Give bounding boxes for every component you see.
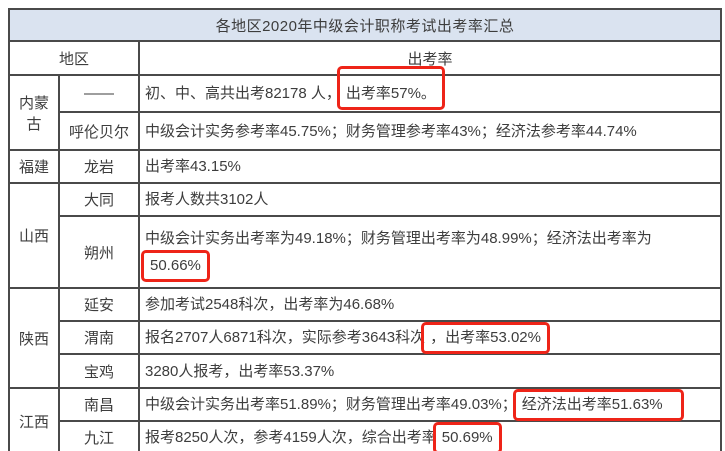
rate-cell: 参加考试2548科次，出考率为46.68% xyxy=(137,287,723,322)
province-cell: 内蒙古 xyxy=(8,74,60,151)
city-cell: 呼伦贝尔 xyxy=(58,111,140,151)
table-row: 呼伦贝尔 中级会计实务参考率45.75%；财务管理参考率43%；经济法参考率44.… xyxy=(9,111,723,151)
city-cell: 大同 xyxy=(58,182,140,217)
rate-cell: 报名2707人6871科次，实际参考3643科次 ，出考率53.02% xyxy=(137,320,723,355)
table-row: 山西 大同 报考人数共3102人 xyxy=(8,182,723,289)
col-header-rate: 出考率 xyxy=(137,40,723,76)
rate-text: 报考8250人次，参考4159人次，综合出考率 xyxy=(145,429,437,446)
table-row: 九江 报考8250人次，参考4159人次，综合出考率 50.69% xyxy=(9,420,723,451)
rate-text: 参加考试2548科次，出考率为46.68% xyxy=(145,296,395,313)
rate-text: 报名2707人6871科次，实际参考3643科次 xyxy=(145,329,426,346)
rate-text: 初、中、高共出考82178 人， xyxy=(145,85,341,102)
rate-cell: 报考8250人次，参考4159人次，综合出考率 50.69% xyxy=(137,420,723,451)
highlight-box: 经济法出考率51.63% xyxy=(512,389,684,421)
highlight-box: ，出考率53.02% xyxy=(421,322,550,354)
city-cell: —— xyxy=(58,74,140,113)
province-cell: 江西 xyxy=(8,387,60,451)
rate-cell: 中级会计实务参考率45.75%；财务管理参考率43%；经济法参考率44.74% xyxy=(137,111,723,151)
highlight-box: 出考率57%。 xyxy=(336,66,445,110)
table-row: 内蒙古 —— 初、中、高共出考82178 人， 出考率57%。 xyxy=(8,66,723,151)
table-row: 宝鸡 3280人报考，出考率53.37% xyxy=(9,353,723,389)
rate-text: 出考率43.15% xyxy=(145,158,241,175)
table-title: 各地区2020年中级会计职称考试出考率汇总 xyxy=(7,8,723,42)
rate-cell: 中级会计实务出考率51.89%；财务管理出考率49.03%； 经济法出考率51.6… xyxy=(137,387,723,422)
rate-table: 各地区2020年中级会计职称考试出考率汇总 地区 出考率 内蒙古 —— 初、中、高共… xyxy=(7,8,723,451)
rate-text: 中级会计实务出考率51.89%；财务管理出考率49.03%； xyxy=(145,396,517,413)
highlight-box: 50.69% xyxy=(432,422,502,451)
rate-text: 报考人数共3102人 xyxy=(145,191,269,208)
rate-cell: 中级会计实务出考率为49.18%；财务管理出考率为48.99%；经济法出考率为 5… xyxy=(137,215,723,289)
rate-cell: 初、中、高共出考82178 人， 出考率57%。 xyxy=(137,66,723,113)
table-body: 内蒙古 —— 初、中、高共出考82178 人， 出考率57%。 呼伦贝尔 中级会计实务参考… xyxy=(8,66,723,451)
rate-cell: 出考率43.15% xyxy=(137,149,723,184)
city-cell: 延安 xyxy=(58,287,140,322)
province-cell: 陕西 xyxy=(8,287,60,389)
rate-cell: 3280人报考，出考率53.37% xyxy=(137,353,723,389)
table-row: 朔州 中级会计实务出考率为49.18%；财务管理出考率为48.99%；经济法出考率… xyxy=(9,215,723,289)
province-cell: 福建 xyxy=(8,149,60,184)
highlight-box: 50.66% xyxy=(141,250,210,282)
city-cell: 龙岩 xyxy=(58,149,140,184)
province-cell: 山西 xyxy=(8,182,60,289)
city-cell: 九江 xyxy=(58,420,140,451)
title-row: 各地区2020年中级会计职称考试出考率汇总 xyxy=(7,8,723,42)
table-row: 渭南 报名2707人6871科次，实际参考3643科次 ，出考率53.02% xyxy=(9,320,723,355)
city-cell: 南昌 xyxy=(58,387,140,422)
city-cell: 宝鸡 xyxy=(58,353,140,389)
rate-cell: 报考人数共3102人 xyxy=(137,182,723,217)
table-row: 江西 南昌 中级会计实务出考率51.89%；财务管理出考率49.03%； 经济法出考率… xyxy=(8,387,723,451)
col-header-region: 地区 xyxy=(8,40,140,76)
rate-text: 3280人报考，出考率53.37% xyxy=(145,362,335,380)
table-row: 福建 龙岩 出考率43.15% xyxy=(8,149,723,184)
table-row: 陕西 延安 参加考试2548科次，出考率为46.68% xyxy=(8,287,723,389)
rate-text: 中级会计实务参考率45.75%；财务管理参考率43%；经济法参考率44.74% xyxy=(145,122,637,140)
city-cell: 朔州 xyxy=(58,215,140,289)
city-cell: 渭南 xyxy=(58,320,140,355)
column-header-row: 地区 出考率 xyxy=(8,40,723,76)
rate-text: 中级会计实务出考率为49.18%；财务管理出考率为48.99%；经济法出考率为 xyxy=(145,230,652,247)
